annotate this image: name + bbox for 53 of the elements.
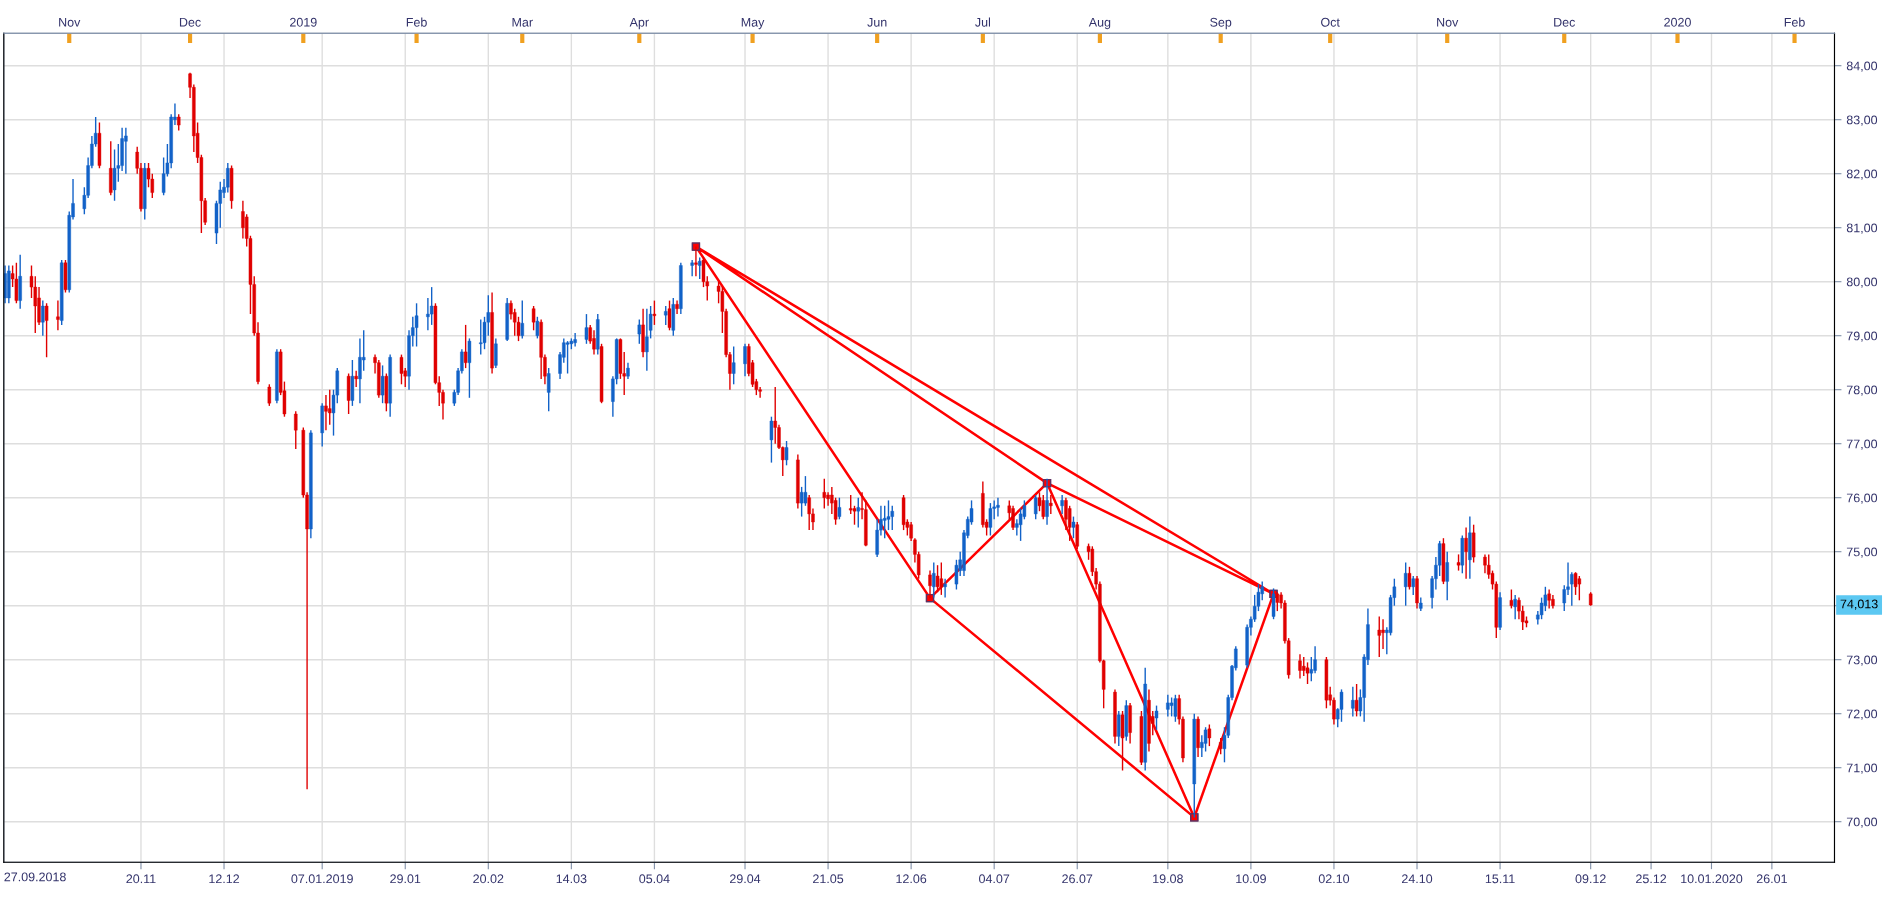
x-tick-label: 20.02 [473,874,504,884]
y-tick-label: 79,00 [1846,331,1878,342]
x2-tick-label: Sep [1210,17,1232,30]
y-tick-label: 71,00 [1846,763,1878,774]
x-tick-label: 15.11 [1485,874,1515,884]
x2-tick-label: Dec [179,17,201,27]
y-tick-label: 76,00 [1846,493,1878,504]
y-tick-label: 77,00 [1846,439,1878,450]
y-tick-label: 82,00 [1846,169,1878,180]
x2-tick-label: Jun [867,17,887,27]
x2-tick-label: Dec [1554,17,1576,27]
x2-tick-label: 2019 [290,17,317,27]
x2-tick-label: Nov [1437,17,1459,27]
text: 74,013 [1840,599,1878,610]
y-tick-label: 83,00 [1846,115,1878,126]
x-tick-label: 20.11 [126,874,156,884]
text: 27.09.2018 [4,872,66,882]
x-tick-label: 19.08 [1153,874,1183,884]
x-tick-label: 21.05 [813,874,844,884]
y-tick-label: 73,00 [1846,655,1878,666]
y-tick-label: 70,00 [1846,817,1878,828]
x-tick-label: 12.12 [209,874,240,884]
x2-tick-label: Nov [59,17,81,27]
y-tick-label: 75,00 [1846,547,1878,558]
x-tick-label: 10.09 [1236,874,1266,884]
x-tick-label: 29.04 [730,874,761,884]
x2-tick-label: Mar [512,17,533,27]
x-tick-label: 26.07 [1062,874,1093,884]
x2-tick-label: Oct [1321,17,1340,27]
x-tick-label: 14.03 [556,874,587,884]
y-tick-label: 80,00 [1846,277,1878,288]
x-tick-label: 10.01.2020 [1681,874,1743,884]
x2-tick-label: Feb [1784,17,1805,27]
y-tick-label: 84,00 [1846,61,1878,72]
x-tick-label: 07.01.2019 [291,874,353,884]
x2-tick-label: Feb [406,17,427,27]
x2-tick-label: Apr [629,17,649,30]
x2-tick-label: Aug [1088,17,1111,30]
y-tick-label: 81,00 [1846,223,1878,234]
x-tick-label: 24.10 [1402,874,1433,884]
x2-tick-label: 2020 [1664,17,1691,27]
x-tick-label: 12.06 [896,874,927,884]
y-tick-label: 72,00 [1846,709,1878,720]
x-tick-label: 02.10 [1318,874,1350,884]
x-tick-label: 05.04 [639,874,670,884]
x2-tick-label: May [741,17,765,30]
x-tick-label: 26.01 [1756,874,1787,884]
x-tick-label: 25.12 [1636,874,1667,884]
x2-tick-label: Jul [975,17,991,27]
x-tick-label: 29.01 [390,874,421,884]
x-tick-label: 04.07 [979,874,1010,884]
y-tick-label: 78,00 [1846,385,1878,396]
x-tick-label: 09.12 [1575,874,1606,884]
